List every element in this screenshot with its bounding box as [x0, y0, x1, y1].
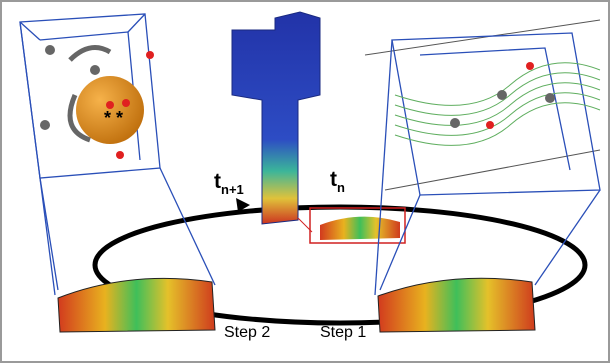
figure: * * tn+1 tn Step 2 Step 1 — [0, 0, 610, 363]
step-label: Step 2 — [224, 324, 270, 341]
step-label: Step 1 — [320, 324, 366, 341]
svg-text:* *: * * — [104, 108, 123, 128]
